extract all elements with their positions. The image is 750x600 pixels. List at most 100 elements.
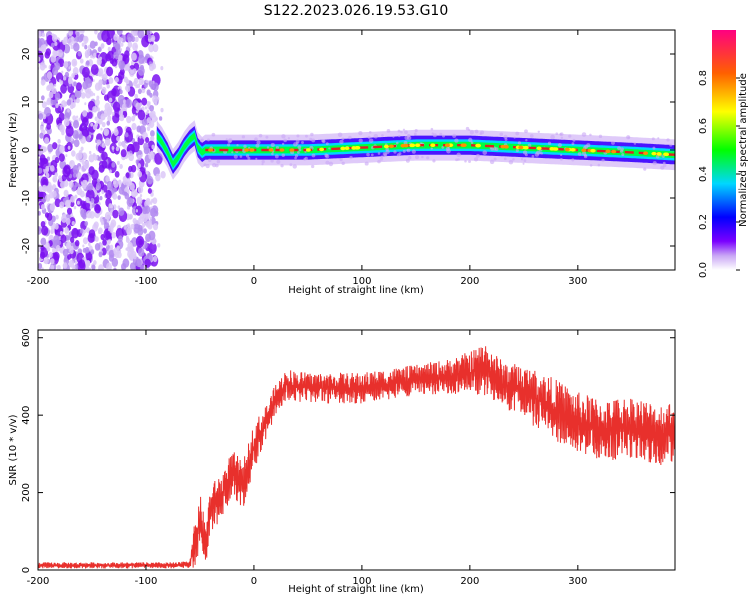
spectrogram-band-speckle: [456, 152, 461, 158]
snr-x-tick-label: 200: [460, 576, 479, 587]
spectrogram-noise-cell: [99, 195, 103, 201]
spectrogram-noise-cell: [148, 230, 156, 241]
spectrogram-band-speckle: [560, 157, 563, 161]
spectrogram-ridge-peak: [651, 151, 657, 156]
spectrogram-noise-cell: [132, 68, 137, 74]
spectrogram-noise-cell: [45, 172, 50, 179]
spectrogram-noise-cell: [141, 87, 146, 94]
snr-x-tick-label: -100: [135, 576, 158, 587]
spectrogram-noise-cell: [128, 165, 133, 173]
spectrogram-noise-cell: [144, 222, 147, 226]
spectrogram-noise-cell: [137, 171, 143, 178]
colorbar-label: Normalized spectral amplitude: [738, 73, 749, 227]
spectrogram-band-speckle: [227, 143, 231, 147]
spectrogram-band-speckle: [662, 163, 667, 168]
spectrogram-noise-cell: [84, 44, 88, 50]
spectrogram-noise-cell: [49, 203, 56, 212]
spectrogram-noise-cell: [63, 189, 69, 197]
spectrogram-band-speckle: [370, 153, 374, 157]
spectrogram-noise-cell: [72, 120, 80, 129]
spectrogram-noise-cell: [98, 164, 105, 173]
spectrogram-noise-cell: [63, 112, 70, 121]
spectrogram-noise-cell: [78, 259, 86, 269]
spectrogram-noise-cell: [94, 98, 100, 106]
spectrogram-noise-cell: [101, 142, 106, 149]
spectrogram-noise-cell: [144, 162, 149, 168]
spectrogram-x-axis-label: Height of straight line (km): [288, 285, 424, 296]
spectrogram-noise-cell: [50, 264, 55, 270]
spectrogram-noise-cell: [45, 48, 52, 56]
spectrogram-noise-cell: [146, 126, 151, 132]
spectrogram-noise-cell: [112, 209, 119, 219]
spectrogram-noise-cell: [125, 186, 129, 191]
spectrogram-noise-cell: [144, 258, 151, 268]
spectrogram-noise-cell: [114, 43, 120, 50]
spectrogram-band-speckle: [432, 133, 437, 138]
spectrogram-noise-cell: [63, 75, 67, 81]
spectrogram-noise-cell: [54, 41, 58, 47]
spectrogram-band-speckle: [555, 132, 559, 136]
spectrogram-noise-cell: [90, 54, 93, 59]
spectrogram-noise-cell: [149, 30, 153, 35]
spectrogram-noise-cell: [148, 120, 155, 128]
spectrogram-noise-cell: [146, 100, 151, 107]
spectrogram-noise-cell: [67, 108, 70, 113]
spectrogram-noise-cell: [104, 211, 111, 220]
spectrogram-noise-cell: [52, 175, 58, 183]
spectrogram-noise-cell: [73, 205, 77, 210]
spectrogram-noise-cell: [73, 61, 76, 65]
spectrogram-band-speckle: [666, 138, 670, 142]
spectrogram-ridge-peak: [605, 149, 611, 154]
spectrogram-band-speckle: [406, 148, 411, 153]
spectrogram-noise-cell: [137, 30, 145, 39]
spectrogram-noise-cell: [59, 145, 64, 151]
spectrogram-noise-cell: [139, 194, 143, 198]
spectrogram-band-speckle: [227, 139, 232, 144]
spectrogram-noise-cell: [146, 175, 154, 185]
spectrogram-ridge-peak: [319, 147, 325, 152]
spectrogram-band-speckle: [256, 140, 261, 145]
spectrogram-noise-cell: [117, 86, 120, 90]
spectrogram-band-speckle: [287, 137, 291, 140]
spectrogram-noise-cell: [149, 105, 154, 112]
spectrogram-band-speckle: [571, 158, 575, 162]
spectrogram-noise-cell: [138, 216, 144, 224]
spectrogram-noise-cell: [92, 79, 95, 82]
spectrogram-band-speckle: [207, 138, 210, 142]
colorbar-tick-label: 0.8: [698, 70, 709, 86]
spectrogram-band-speckle: [464, 159, 467, 163]
spectrogram-noise-cell: [65, 242, 71, 250]
spectrogram-noise-cell: [51, 34, 58, 43]
spectrogram-noise-cell: [150, 135, 155, 142]
spectrogram-ridge-peak: [340, 146, 346, 151]
spectrogram-noise-cell: [126, 226, 133, 235]
snr-x-axis-label: Height of straight line (km): [288, 584, 424, 595]
spectrogram-noise-cell: [131, 189, 138, 198]
spectrogram-ridge-peak: [430, 143, 436, 147]
spectrogram-band-speckle: [662, 161, 666, 165]
spectrogram-noise-cell: [141, 35, 150, 48]
spectrogram-noise-cell: [135, 205, 143, 216]
spectrogram-band-speckle: [441, 145, 445, 149]
spectrogram-noise-cell: [60, 84, 68, 94]
spectrogram-noise-cell: [54, 83, 57, 87]
spectrogram-noise-cell: [74, 182, 79, 188]
spectrogram-ridge-peak: [355, 145, 361, 150]
spectrogram-noise-cell: [39, 62, 46, 71]
spectrogram-noise-cell: [137, 247, 145, 257]
spectrogram-noise-cell: [125, 85, 131, 93]
spectrogram-noise-cell: [110, 219, 117, 228]
spectrogram-noise-cell: [135, 258, 142, 268]
spectrogram-noise-cell: [51, 190, 57, 198]
spectrogram-noise-cell: [150, 151, 153, 156]
spectrogram-band-speckle: [275, 145, 280, 150]
spectrogram-band-speckle: [582, 151, 587, 156]
spectrogram-band-speckle: [397, 129, 401, 133]
spectrogram-ridge-peak: [564, 147, 570, 152]
spectrogram-noise-cell: [105, 230, 112, 239]
spectrogram-band-speckle: [611, 140, 615, 145]
spectrogram-band-speckle: [431, 132, 434, 135]
spectrogram-noise-cell: [44, 241, 50, 249]
spectrogram-band-speckle: [523, 159, 527, 163]
spectrogram-band-speckle: [358, 130, 363, 136]
